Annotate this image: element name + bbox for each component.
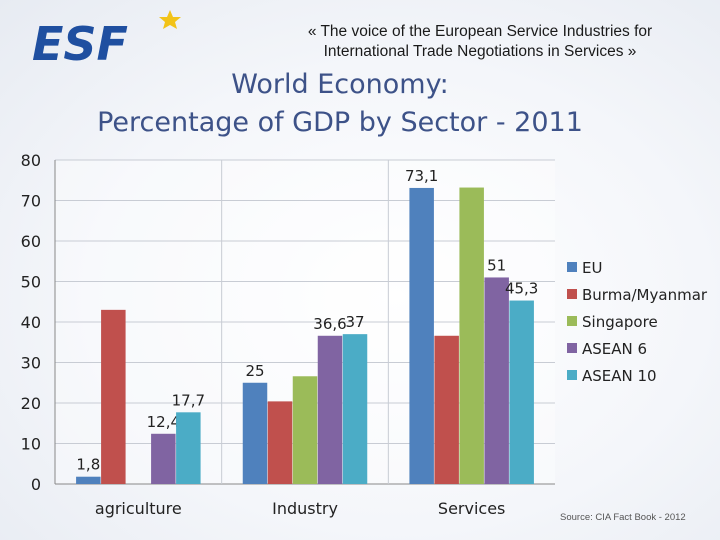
bar-asean-6 <box>484 277 509 484</box>
y-tick-label: 30 <box>21 354 41 373</box>
bar-burma-myanmar <box>434 335 459 484</box>
logo-text: ESF <box>32 17 128 68</box>
bar-eu <box>409 187 434 484</box>
bar-burma-myanmar <box>101 309 126 484</box>
data-label: 51 <box>487 256 506 274</box>
bar-singapore <box>459 187 484 484</box>
bar-asean-10 <box>176 412 201 484</box>
esf-logo: ESF <box>32 10 181 68</box>
bar-asean-6 <box>151 433 176 484</box>
legend-swatch <box>567 262 577 272</box>
x-tick-label: agriculture <box>95 499 182 518</box>
bar-asean-10 <box>342 334 368 484</box>
bar-singapore <box>292 376 318 484</box>
legend-swatch <box>567 343 577 353</box>
bar-asean-6 <box>317 335 343 484</box>
tagline: « The voice of the European Service Indu… <box>255 22 705 62</box>
legend-swatch <box>567 370 577 380</box>
legend-entry: Singapore <box>582 313 658 331</box>
title-line-1: World Economy: <box>231 69 449 100</box>
data-label: 25 <box>245 362 264 380</box>
star-icon <box>159 10 181 29</box>
bar-eu <box>76 476 101 484</box>
y-tick-label: 10 <box>21 435 41 454</box>
data-label: 45,3 <box>505 280 538 298</box>
legend-swatch <box>567 289 577 299</box>
data-label: 17,7 <box>172 391 205 409</box>
legend-entry: ASEAN 6 <box>582 340 647 358</box>
legend-entry: EU <box>582 259 602 277</box>
title-line-2: Percentage of GDP by Sector - 2011 <box>97 107 583 138</box>
data-label: 1,8 <box>76 456 100 474</box>
page-title: World Economy: Percentage of GDP by Sect… <box>60 66 620 142</box>
y-tick-label: 50 <box>21 273 41 292</box>
x-tick-label: Services <box>438 499 505 518</box>
data-label: 73,1 <box>405 167 438 185</box>
gdp-bar-chart: 0 10 20 30 40 50 60 70 80 1,8 12,4 17,7 agriculture 2… <box>21 151 708 518</box>
y-tick-label: 0 <box>31 475 41 494</box>
bar-burma-myanmar <box>267 401 293 484</box>
y-tick-label: 20 <box>21 394 41 413</box>
tagline-line-2: International Trade Negotiations in Serv… <box>323 43 637 60</box>
data-label: 12,4 <box>147 413 180 431</box>
legend-entry: ASEAN 10 <box>582 367 657 385</box>
tagline-line-1: « The voice of the European Service Indu… <box>307 23 653 40</box>
y-tick-label: 60 <box>21 232 41 251</box>
x-tick-label: Industry <box>272 499 338 518</box>
y-tick-label: 70 <box>21 192 41 211</box>
data-label: 36,6 <box>313 315 346 333</box>
legend-swatch <box>567 316 577 326</box>
data-label: 37 <box>345 313 364 331</box>
bar-asean-10 <box>509 300 534 484</box>
y-tick-label: 40 <box>21 313 41 332</box>
source-note: Source: CIA Fact Book - 2012 <box>560 512 686 523</box>
y-tick-label: 80 <box>21 151 41 170</box>
bar-eu <box>242 382 268 484</box>
legend-entry: Burma/Myanmar <box>582 286 708 304</box>
